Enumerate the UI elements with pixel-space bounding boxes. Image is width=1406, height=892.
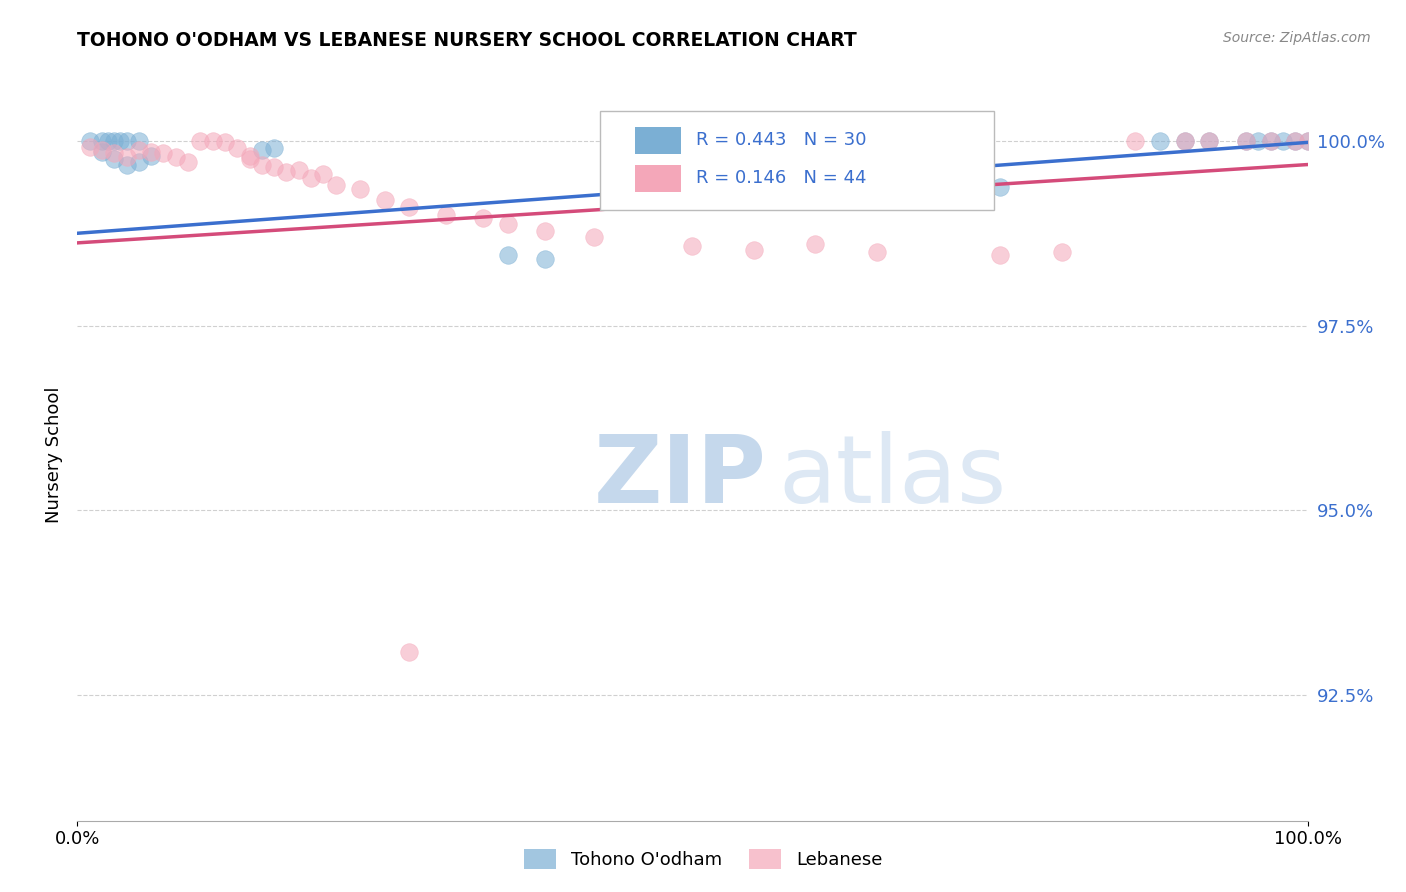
Point	[90, 145, 114, 159]
Point	[263, 160, 285, 174]
Point	[903, 134, 925, 148]
Point	[128, 134, 150, 148]
Y-axis label: Nursery School: Nursery School	[45, 386, 63, 524]
Point	[263, 140, 285, 154]
Point	[1247, 134, 1270, 148]
Text: R = 0.146   N = 44: R = 0.146 N = 44	[696, 169, 866, 187]
FancyBboxPatch shape	[634, 164, 682, 193]
Point	[682, 239, 704, 253]
Point	[325, 178, 347, 193]
Point	[804, 237, 827, 252]
Text: R = 0.443   N = 30: R = 0.443 N = 30	[696, 131, 866, 149]
Point	[1149, 134, 1171, 148]
Point	[928, 134, 950, 148]
Point	[866, 134, 889, 148]
Point	[1234, 134, 1257, 148]
Point	[79, 134, 101, 148]
Point	[1284, 134, 1306, 148]
Point	[1296, 134, 1319, 148]
Point	[1284, 134, 1306, 148]
Point	[115, 134, 138, 148]
Point	[110, 134, 132, 148]
Point	[1260, 134, 1282, 148]
Point	[103, 153, 125, 167]
Point	[239, 153, 262, 167]
FancyBboxPatch shape	[634, 127, 682, 154]
Point	[141, 145, 163, 159]
Point	[472, 211, 495, 226]
Point	[349, 182, 371, 196]
Text: Source: ZipAtlas.com: Source: ZipAtlas.com	[1223, 31, 1371, 45]
Point	[988, 248, 1011, 262]
Point	[534, 252, 557, 267]
Point	[250, 157, 273, 171]
Point	[90, 143, 114, 157]
Legend: Tohono O'odham, Lebanese: Tohono O'odham, Lebanese	[515, 839, 891, 879]
Point	[988, 180, 1011, 194]
Point	[1125, 134, 1147, 148]
Point	[226, 141, 249, 155]
Text: atlas: atlas	[779, 431, 1007, 523]
Text: ZIP: ZIP	[595, 431, 766, 523]
Point	[534, 224, 557, 238]
Point	[128, 154, 150, 169]
Point	[1198, 134, 1220, 148]
Text: TOHONO O'ODHAM VS LEBANESE NURSERY SCHOOL CORRELATION CHART: TOHONO O'ODHAM VS LEBANESE NURSERY SCHOO…	[77, 31, 858, 50]
Point	[165, 150, 187, 164]
Point	[90, 134, 114, 148]
Point	[866, 244, 889, 259]
Point	[583, 230, 606, 244]
Point	[1174, 134, 1197, 148]
Point	[1272, 134, 1295, 148]
Point	[1050, 244, 1073, 259]
Point	[436, 208, 458, 222]
Point	[1174, 134, 1197, 148]
Point	[299, 170, 322, 185]
Point	[97, 134, 120, 148]
Point	[374, 193, 396, 207]
Point	[103, 134, 125, 148]
Point	[177, 154, 200, 169]
Point	[103, 146, 125, 161]
Point	[742, 244, 765, 258]
Point	[214, 136, 236, 150]
Point	[1234, 134, 1257, 148]
FancyBboxPatch shape	[600, 112, 994, 210]
Point	[115, 157, 138, 171]
Point	[804, 134, 827, 148]
Point	[398, 201, 420, 215]
Point	[115, 150, 138, 164]
Point	[312, 167, 335, 181]
Point	[496, 248, 519, 262]
Point	[496, 217, 519, 231]
Point	[201, 134, 224, 148]
Point	[276, 165, 298, 179]
Point	[128, 143, 150, 157]
Point	[1260, 134, 1282, 148]
Point	[152, 145, 174, 160]
Point	[1198, 134, 1220, 148]
Point	[250, 143, 273, 157]
Point	[239, 149, 262, 163]
Point	[79, 140, 101, 154]
Point	[288, 163, 311, 178]
Point	[188, 134, 212, 148]
Point	[398, 645, 420, 659]
Point	[141, 149, 163, 163]
Point	[1296, 134, 1319, 148]
